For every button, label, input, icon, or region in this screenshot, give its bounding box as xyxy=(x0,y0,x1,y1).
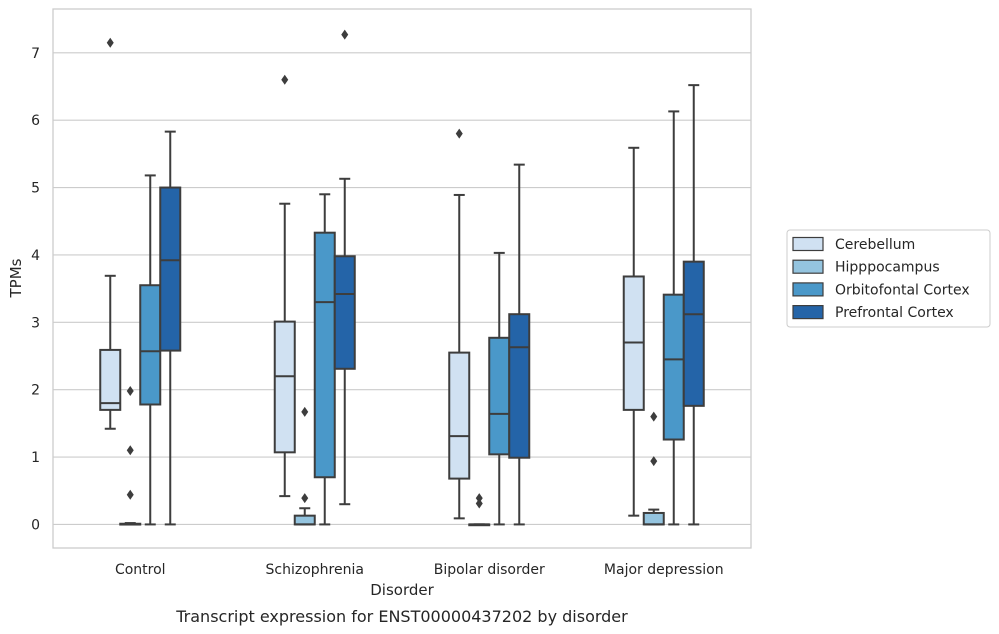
y-tick-label: 2 xyxy=(31,383,40,399)
boxes-layer xyxy=(99,29,705,527)
x-axis-title: Disorder xyxy=(370,581,434,599)
y-tick-labels: 0 1 2 3 4 5 6 7 xyxy=(31,46,40,534)
legend-label: Orbitofontal Cortex xyxy=(835,282,970,298)
box-iqr xyxy=(99,348,122,411)
box-group xyxy=(139,174,162,526)
outlier-point xyxy=(650,456,658,467)
x-tick-label: Major depression xyxy=(604,562,724,578)
x-tick-label: Bipolar disorder xyxy=(434,562,545,578)
legend-label: Prefrontal Cortex xyxy=(835,305,954,321)
box-group xyxy=(273,74,296,498)
box-iqr xyxy=(488,336,511,456)
outlier-point xyxy=(301,493,309,504)
y-tick-label: 1 xyxy=(31,450,40,466)
box-group xyxy=(119,386,142,526)
legend-swatch xyxy=(792,259,824,274)
plot-area xyxy=(53,9,751,548)
box-iqr xyxy=(662,293,685,441)
box-group xyxy=(313,193,336,526)
outlier-point xyxy=(281,74,289,85)
box-iqr xyxy=(642,511,665,526)
box-iqr xyxy=(139,284,162,406)
legend-swatch xyxy=(792,282,824,297)
box-group xyxy=(488,251,511,526)
box-group xyxy=(333,29,356,506)
box-group xyxy=(508,163,531,526)
box-group xyxy=(682,84,705,526)
box-group xyxy=(642,411,665,526)
y-tick-label: 5 xyxy=(31,181,40,197)
box-iqr xyxy=(682,260,705,407)
outlier-point xyxy=(475,498,483,509)
box-iqr xyxy=(313,231,336,479)
y-tick-label: 7 xyxy=(31,46,40,62)
y-tick-label: 4 xyxy=(31,248,40,264)
box-iqr xyxy=(293,514,316,526)
chart-caption: Transcript expression for ENST0000043720… xyxy=(175,607,628,626)
legend-label: Hipppocampus xyxy=(835,260,940,276)
legend-swatch xyxy=(792,305,824,320)
plot-frame xyxy=(52,8,752,549)
outlier-point xyxy=(126,489,134,500)
y-tick-label: 0 xyxy=(31,517,40,533)
legend-swatch xyxy=(792,236,824,252)
box-iqr xyxy=(273,320,296,454)
legend-label: Cerebellum xyxy=(835,237,915,253)
outlier-point xyxy=(341,29,349,40)
legend: Cerebellum Hipppocampus Orbitofontal Corte… xyxy=(786,229,991,328)
outlier-point xyxy=(475,493,483,504)
outlier-point xyxy=(126,445,134,456)
box-iqr xyxy=(508,313,531,459)
legend-items: Cerebellum Hipppocampus Orbitofontal Corte… xyxy=(792,236,970,321)
outlier-point xyxy=(650,411,658,422)
x-tick-labels: Control Schizophrenia Bipolar disorder Majo… xyxy=(115,562,724,578)
outlier-point xyxy=(106,37,114,48)
x-tick-label: Control xyxy=(115,562,166,578)
box-group xyxy=(622,146,645,517)
outlier-point xyxy=(126,386,134,397)
y-tick-label: 6 xyxy=(31,113,40,129)
y-axis-title: TPMs xyxy=(7,258,25,298)
box-group xyxy=(159,130,182,526)
outlier-point xyxy=(455,128,463,139)
x-tick-label: Schizophrenia xyxy=(266,562,364,578)
box-iqr xyxy=(159,186,182,352)
box-group xyxy=(468,493,491,527)
y-tick-label: 3 xyxy=(31,315,40,331)
box-iqr xyxy=(448,351,471,480)
box-group xyxy=(99,37,122,430)
box-group xyxy=(293,406,316,526)
box-group xyxy=(448,128,471,520)
legend-frame xyxy=(786,229,991,328)
box-iqr xyxy=(333,255,356,370)
outlier-point xyxy=(301,406,309,417)
